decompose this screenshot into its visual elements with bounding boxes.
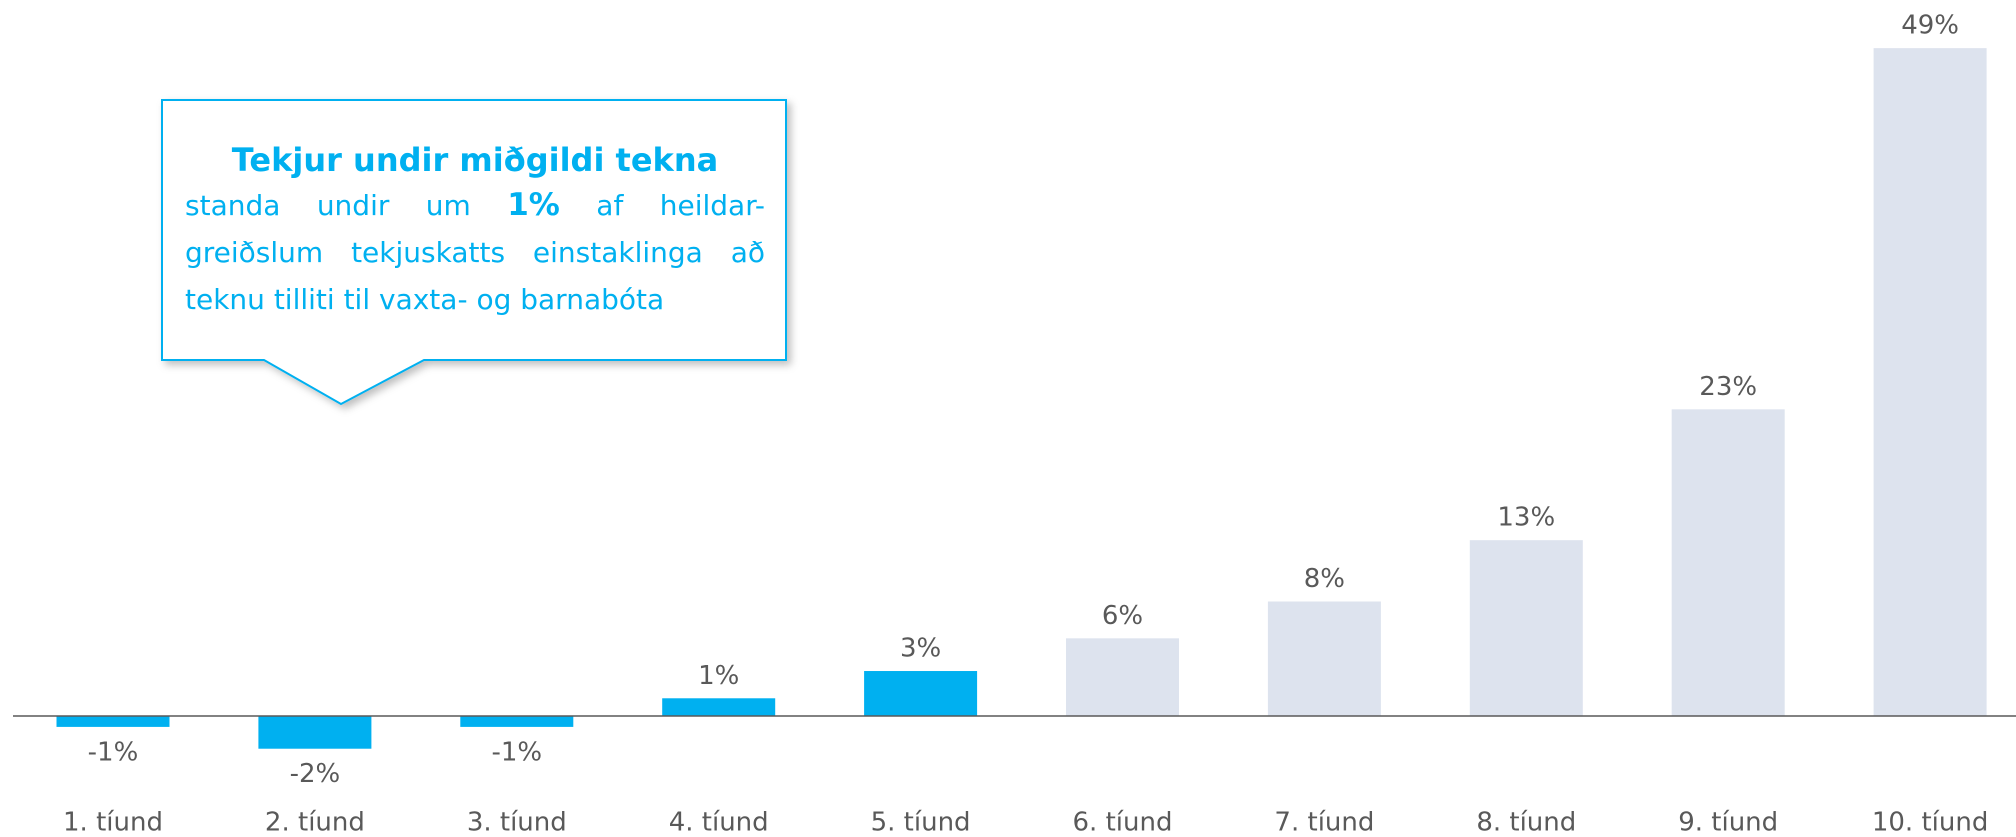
value-label: 8% — [1304, 564, 1345, 594]
value-label: 23% — [1699, 372, 1757, 402]
x-tick-label: 1. tíund — [63, 808, 163, 837]
callout-emphasis: 1% — [507, 187, 560, 223]
value-label: 3% — [900, 634, 941, 664]
x-tick-label: 2. tíund — [265, 808, 365, 837]
bar — [56, 716, 170, 727]
bar — [1469, 540, 1583, 716]
bar — [864, 671, 978, 716]
callout-text-after: af heildar-greiðslum tekjuskatts einstak… — [185, 189, 766, 316]
x-tick-label: 6. tíund — [1073, 808, 1173, 837]
bar — [1671, 409, 1785, 716]
x-tick-label: 7. tíund — [1274, 808, 1374, 837]
x-tick-label: 3. tíund — [467, 808, 567, 837]
value-label: 49% — [1901, 11, 1959, 41]
bar — [662, 698, 776, 716]
x-tick-label: 10. tíund — [1872, 808, 1989, 837]
x-tick-label: 8. tíund — [1476, 808, 1576, 837]
value-label: 13% — [1497, 503, 1555, 533]
bar — [1267, 601, 1381, 716]
value-label: -2% — [290, 759, 341, 789]
value-label: -1% — [491, 737, 542, 767]
callout-box — [161, 99, 787, 406]
bar — [1066, 638, 1179, 716]
value-label: 6% — [1102, 601, 1143, 631]
value-label: 1% — [698, 661, 739, 691]
x-tick-label: 5. tíund — [871, 808, 971, 837]
x-tick-label: 9. tíund — [1678, 808, 1778, 837]
bar — [1873, 48, 1987, 716]
callout: Tekjur undir miðgildi tekna standa undir… — [185, 138, 765, 323]
bar — [258, 716, 372, 749]
bar — [460, 716, 574, 727]
callout-text-before: standa undir um — [185, 189, 471, 222]
value-label: -1% — [88, 737, 139, 767]
x-tick-label: 4. tíund — [669, 808, 769, 837]
callout-title: Tekjur undir miðgildi tekna — [231, 141, 719, 179]
callout-text: standa undir um 1% af heildar-greiðslum … — [185, 182, 765, 323]
